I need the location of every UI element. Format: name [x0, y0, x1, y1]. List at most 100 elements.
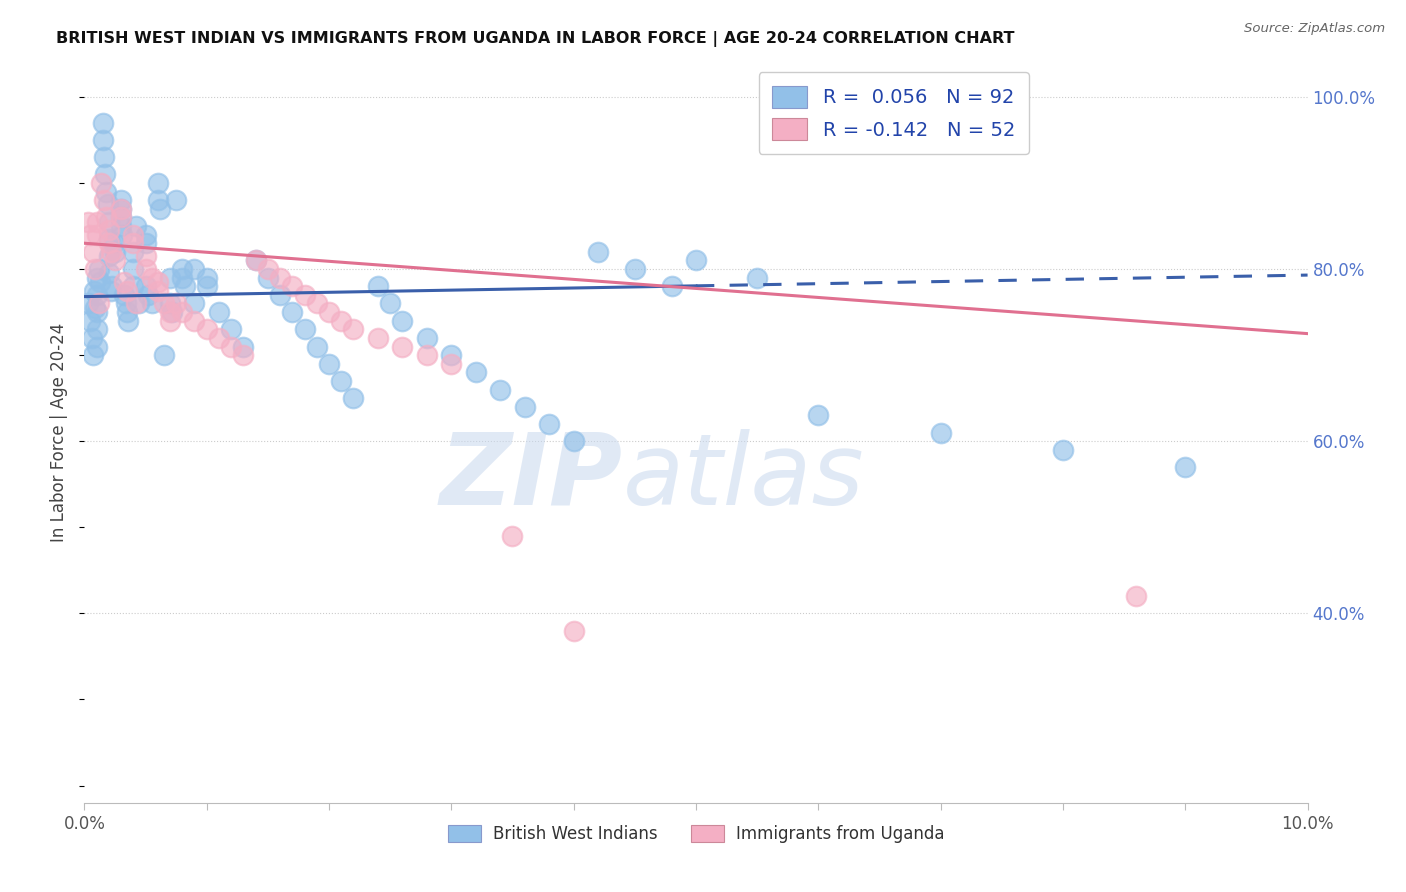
Point [86, 215, 108, 229]
Point [1174, 460, 1197, 475]
Point [929, 425, 952, 440]
Point [136, 288, 159, 302]
Point [115, 284, 138, 298]
Point [367, 279, 389, 293]
Point [159, 314, 181, 328]
Point [115, 305, 138, 319]
Point [91, 133, 114, 147]
Point [195, 279, 218, 293]
Point [416, 331, 439, 345]
Point [165, 296, 187, 310]
Point [110, 219, 132, 233]
Point [318, 305, 340, 319]
Point [82, 244, 104, 259]
Point [135, 249, 157, 263]
Point [330, 374, 353, 388]
Point [141, 270, 163, 285]
Text: Source: ZipAtlas.com: Source: ZipAtlas.com [1244, 22, 1385, 36]
Point [294, 322, 316, 336]
Point [586, 244, 609, 259]
Point [79, 227, 101, 242]
Point [82, 348, 104, 362]
Point [94, 167, 117, 181]
Point [77, 296, 100, 310]
Point [89, 275, 111, 289]
Point [122, 227, 145, 242]
Point [513, 400, 536, 414]
Point [79, 314, 101, 328]
Point [391, 339, 413, 353]
Point [125, 219, 148, 233]
Point [112, 275, 135, 289]
Point [84, 262, 107, 277]
Point [172, 262, 194, 277]
Point [380, 296, 402, 310]
Point [318, 357, 340, 371]
Point [86, 322, 108, 336]
Point [807, 409, 830, 423]
Point [141, 296, 163, 310]
Point [84, 301, 107, 315]
Point [208, 305, 231, 319]
Text: ZIP: ZIP [440, 428, 623, 525]
Point [1125, 589, 1147, 603]
Point [367, 331, 389, 345]
Point [122, 262, 145, 277]
Point [96, 185, 118, 199]
Point [165, 193, 187, 207]
Point [110, 211, 132, 225]
Point [464, 365, 486, 379]
Point [1052, 442, 1074, 457]
Point [146, 176, 169, 190]
Point [100, 284, 122, 298]
Point [135, 236, 157, 251]
Point [232, 348, 254, 362]
Point [110, 202, 132, 216]
Point [97, 249, 120, 263]
Point [153, 296, 176, 310]
Point [416, 348, 439, 362]
Point [86, 288, 108, 302]
Point [122, 236, 145, 251]
Point [502, 529, 524, 543]
Point [146, 284, 169, 298]
Point [86, 227, 108, 242]
Point [281, 279, 304, 293]
Point [183, 296, 205, 310]
Point [96, 211, 118, 225]
Point [104, 244, 127, 259]
Point [87, 296, 110, 310]
Point [97, 215, 120, 229]
Point [117, 314, 139, 328]
Point [146, 275, 169, 289]
Point [87, 262, 110, 277]
Point [489, 383, 512, 397]
Point [269, 288, 291, 302]
Point [685, 253, 707, 268]
Point [159, 305, 181, 319]
Point [110, 211, 132, 225]
Point [90, 176, 112, 190]
Point [103, 236, 125, 251]
Point [747, 270, 769, 285]
Point [219, 322, 242, 336]
Point [97, 223, 120, 237]
Point [93, 150, 115, 164]
Point [183, 262, 205, 277]
Point [538, 417, 561, 431]
Point [173, 279, 195, 293]
Point [86, 270, 108, 285]
Point [122, 279, 145, 293]
Point [135, 227, 157, 242]
Point [91, 116, 114, 130]
Point [153, 348, 176, 362]
Point [97, 236, 120, 251]
Point [342, 391, 364, 405]
Point [208, 331, 231, 345]
Point [624, 262, 647, 277]
Point [269, 270, 291, 285]
Point [245, 253, 267, 268]
Point [562, 624, 585, 638]
Point [97, 197, 120, 211]
Point [86, 339, 108, 353]
